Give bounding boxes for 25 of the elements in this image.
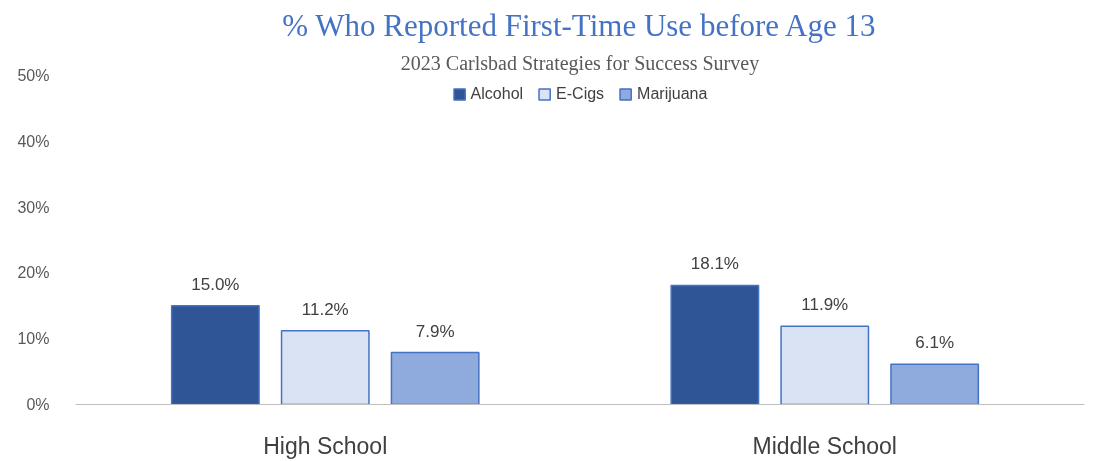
legend-label: Marijuana [637,85,708,103]
y-tick-label: 0% [26,396,50,413]
y-tick-label: 20% [17,264,50,282]
y-tick-label: 10% [17,330,50,348]
bar [170,305,260,405]
x-tick-label: High School [263,432,388,459]
data-label: 11.9% [801,295,849,315]
bar [280,330,370,405]
legend-label: E-Cigs [556,85,605,103]
bar [390,351,480,405]
legend-label: Alcohol [470,85,524,103]
y-tick-label: 50% [17,67,50,84]
chart-title: % Who Reported First-Time Use before Age 13 [282,7,876,43]
data-label: 15.0% [191,274,240,294]
chart-subtitle: 2023 Carlsbad Strategies for Success Survey [400,51,760,75]
y-tick-label: 40% [17,132,50,150]
data-label: 7.9% [415,321,455,341]
bar [670,284,760,405]
data-label: 18.1% [690,254,739,274]
y-tick-label: 30% [17,198,50,216]
data-label: 11.2% [301,299,349,319]
x-tick-label: Middle School [752,432,897,459]
bar [780,325,870,405]
bar [890,363,980,405]
data-label: 6.1% [915,333,955,353]
